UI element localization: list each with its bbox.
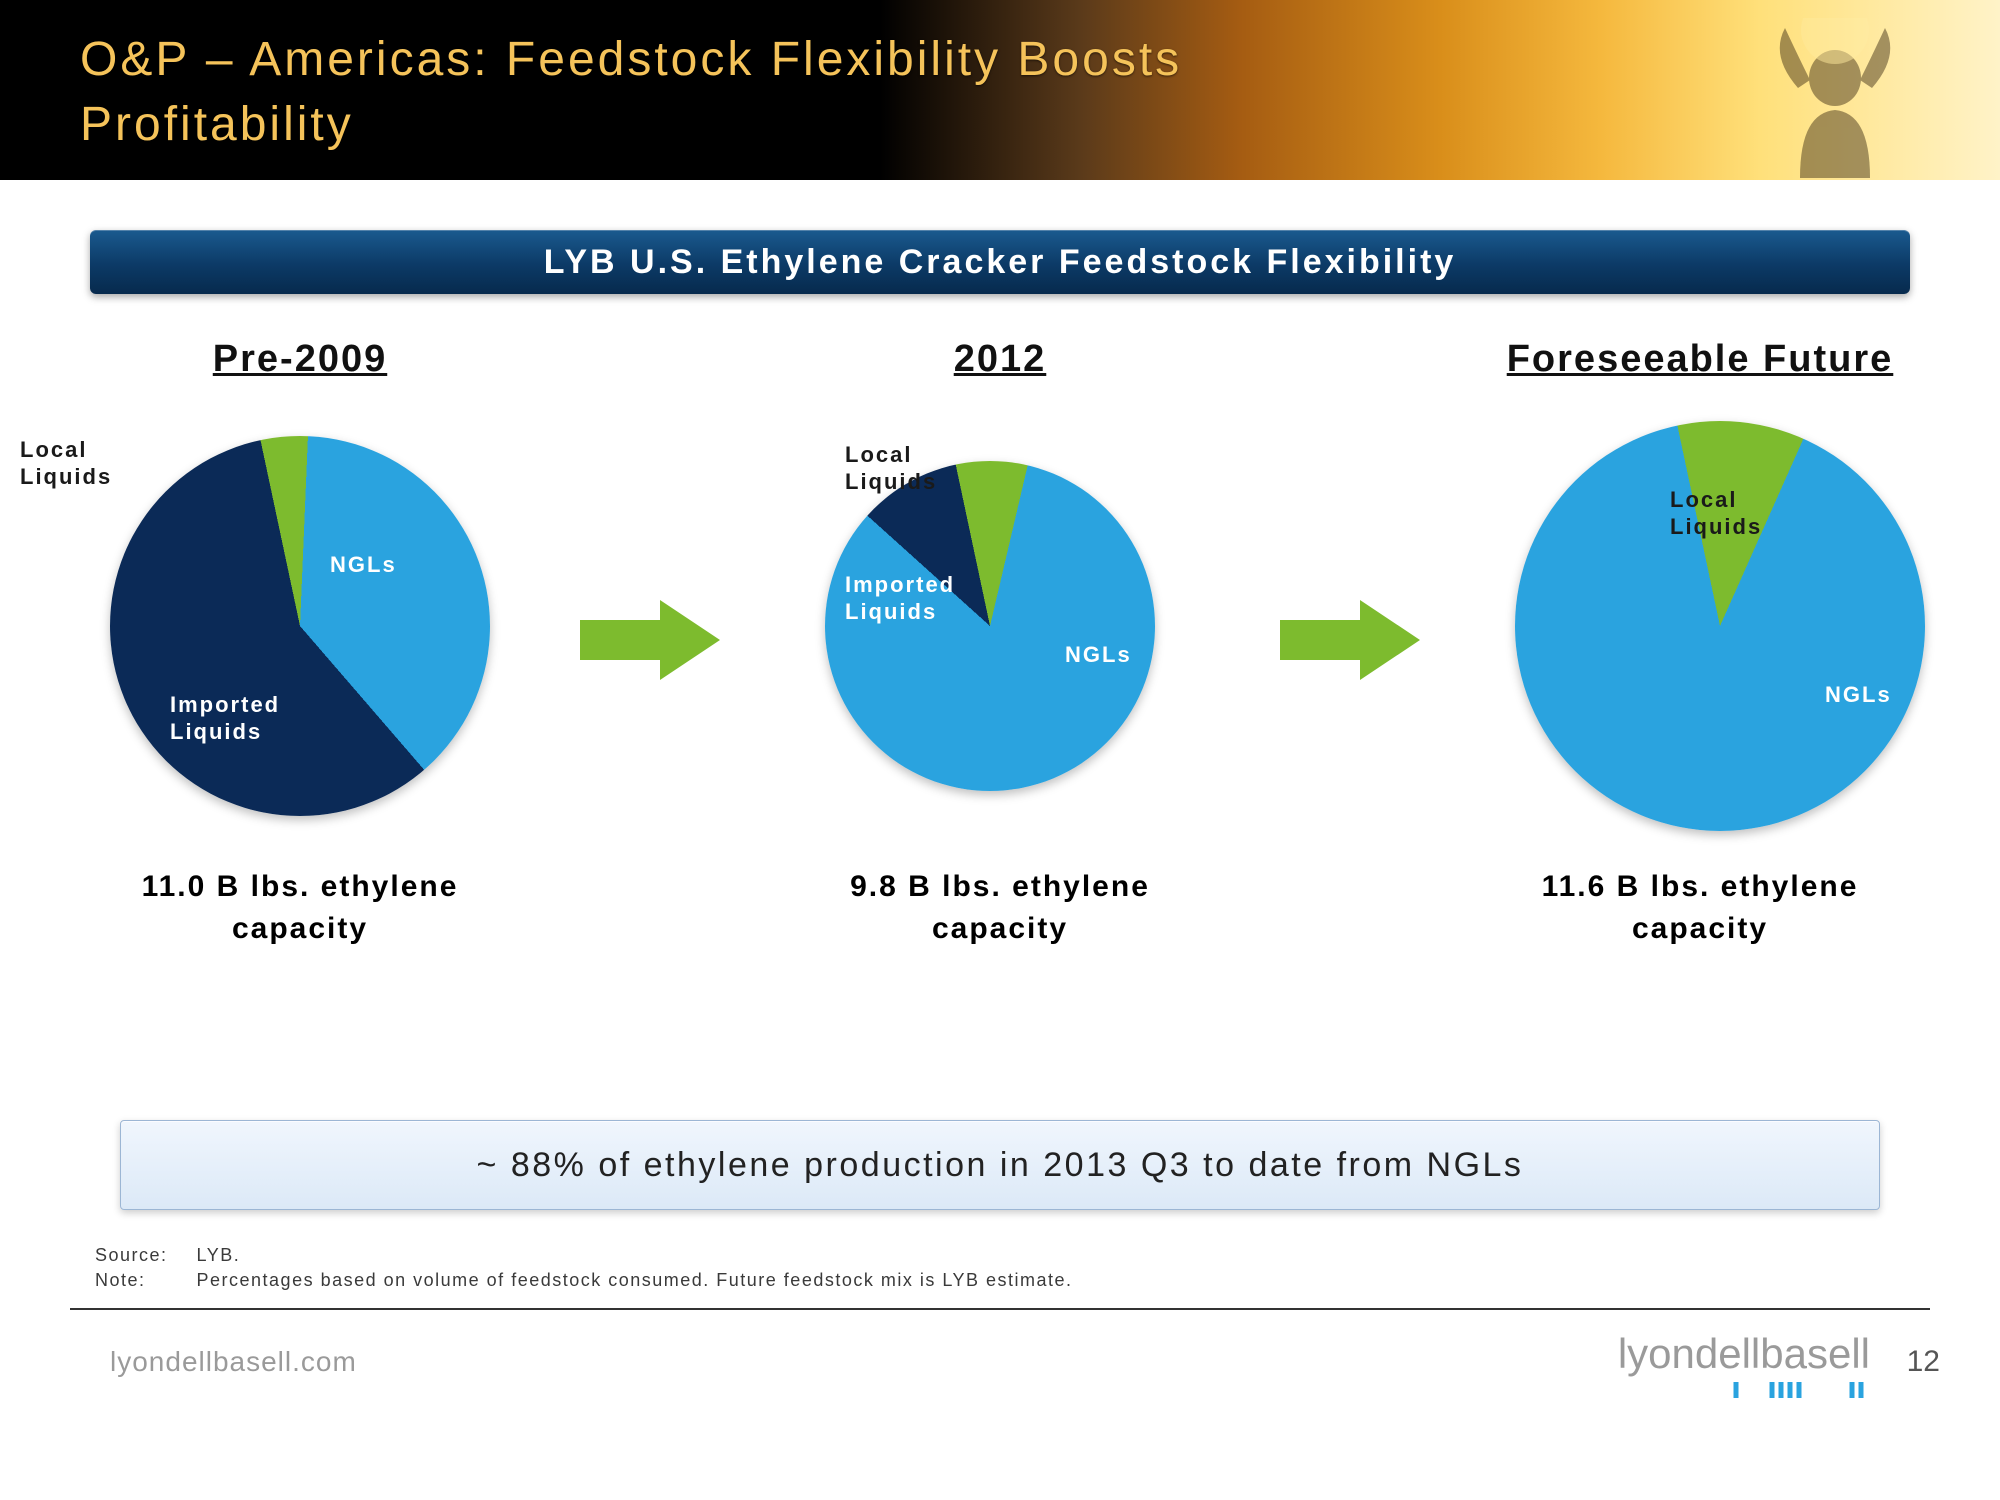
footer-rule [70,1308,1930,1310]
source-text: LYB. [197,1245,241,1265]
pie-slice-label: NGLs [1825,681,1892,709]
chart-capacity-0: 11.0 B lbs. ethylene capacity [142,866,459,950]
slide-title: O&P – Americas: Feedstock Flexibility Bo… [80,28,1940,158]
pie-wrap-2: LocalLiquids NGLs [1440,393,1960,858]
chart-2012: 2012 LocalLiquids NGLs ImportedLiquids 9.8… [740,330,1260,950]
header-banner: O&P – Americas: Feedstock Flexibility Bo… [0,0,2000,180]
callout-box: ~ 88% of ethylene production in 2013 Q3 … [120,1120,1880,1210]
source-label: Source: [95,1245,190,1266]
pie-slice-label: NGLs [330,551,397,579]
footer-url: lyondellbasell.com [110,1346,357,1378]
pie-wrap-0: LocalLiquidsNGLsImportedLiquids [40,393,560,858]
footer-logo-ticks-icon [1620,1380,1870,1400]
header-silhouette-icon [1750,18,1920,178]
pie-slice-label: NGLs [1065,641,1132,669]
chart-capacity-2: 11.6 B lbs. ethylene capacity [1542,866,1859,950]
slide-title-line1: O&P – Americas: Feedstock Flexibility Bo… [80,33,1182,86]
chart-future: Foreseeable Future LocalLiquids NGLs 11.6… [1440,330,1960,950]
source-note: Source: LYB. Note: Percentages based on … [95,1245,1905,1295]
arrow-icon-1 [580,600,720,680]
note-label: Note: [95,1270,190,1291]
charts-row: Pre-2009 LocalLiquids NGLs ImportedLiquids… [40,330,1960,950]
note-text: Percentages based on volume of feedstock… [197,1270,1073,1290]
footer: lyondellbasell.com lyondellbasell 12 [0,1330,2000,1450]
pie-slice-label: LocalLiquids [1670,486,1762,541]
pie-slice-label: LocalLiquids [20,436,112,491]
chart-capacity-1: 9.8 B lbs. ethylene capacity [850,866,1150,950]
pie-slice-label: ImportedLiquids [845,571,955,626]
pie-wrap-1: LocalLiquids NGLs ImportedLiquids [740,393,1260,858]
subtitle-bar: LYB U.S. Ethylene Cracker Feedstock Flex… [90,230,1910,294]
callout-text: ~ 88% of ethylene production in 2013 Q3 … [477,1146,1524,1185]
slide-title-line2: Profitability [80,98,354,151]
pie-slice-label: LocalLiquids [845,441,937,496]
chart-pre2009: Pre-2009 LocalLiquidsNGLsImportedLiquids… [40,330,560,950]
footer-logo-text: lyondellbasell [1618,1330,1870,1378]
pie-slice-label: ImportedLiquids [170,691,280,746]
pie-chart [110,436,490,816]
arrow-icon-2 [1280,600,1420,680]
chart-title-2: Foreseeable Future [1507,338,1894,381]
chart-title-0: Pre-2009 [213,338,387,381]
pie-chart [825,461,1155,791]
pie-chart [1515,421,1925,831]
subtitle-text: LYB U.S. Ethylene Cracker Feedstock Flex… [544,243,1457,282]
chart-title-1: 2012 [954,338,1047,381]
page-number: 12 [1907,1345,1940,1379]
footer-logo: lyondellbasell [1618,1330,1870,1405]
